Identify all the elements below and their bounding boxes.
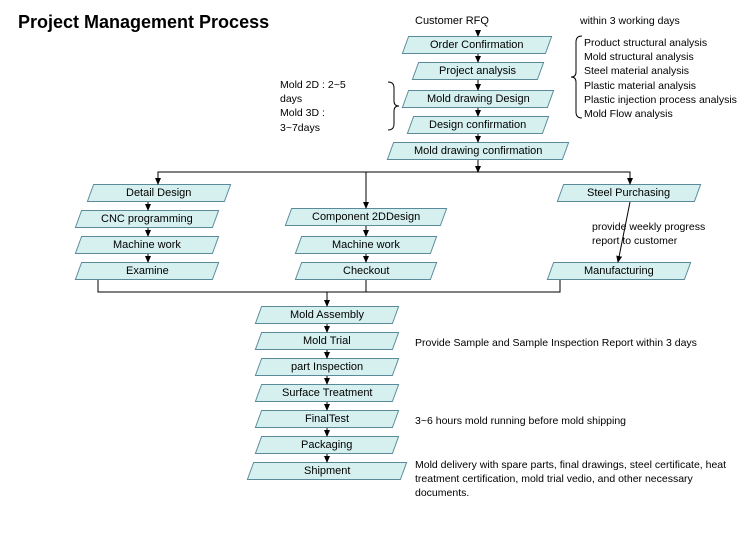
flow-node-examine: Examine [75,262,220,280]
annotation-a_panaly: Product structural analysisMold structur… [584,36,737,121]
page-title: Project Management Process [18,12,269,33]
arrow-branch_l [158,172,478,184]
flow-node-ship: Shipment [247,462,408,480]
flow-label-rfq: Customer RFQ [415,14,489,29]
annotation-a_ftest: 3~6 hours mold running before mold shipp… [415,414,626,428]
flow-node-comp2d: Component 2DDesign [285,208,448,226]
flow-node-steel: Steel Purchasing [557,184,702,202]
arrow-merge_r [327,280,560,292]
annotation-a_ship: Mold delivery with spare parts, final dr… [415,458,726,501]
flow-node-massy: Mold Assembly [255,306,400,324]
flow-node-mdesign: Mold drawing Design [402,90,555,108]
flow-node-cnc: CNC programming [75,210,220,228]
arrow-merge_c [327,280,366,292]
arrow-branch_r [478,172,630,184]
flow-node-surf: Surface Treatment [255,384,400,402]
flow-node-pack: Packaging [255,436,400,454]
arrow-branch_c [366,172,478,208]
brace-brace_left [388,82,399,130]
annotation-a_sample: Provide Sample and Sample Inspection Rep… [415,336,697,350]
flow-node-mwork1: Machine work [75,236,220,254]
flow-node-mwork2: Machine work [295,236,438,254]
flow-node-mtrial: Mold Trial [255,332,400,350]
arrow-merge_l [98,280,327,306]
flow-node-checkout: Checkout [295,262,438,280]
flow-node-mdconfirm: Mold drawing confirmation [387,142,570,160]
flow-node-panalysis: Project analysis [412,62,545,80]
flow-node-detail: Detail Design [87,184,232,202]
annotation-a_mold2d: Mold 2D : 2~5daysMold 3D :3~7days [280,78,346,135]
flow-node-pinsp: part Inspection [255,358,400,376]
brace-brace_right [571,36,582,118]
flow-node-dconfirm: Design confirmation [407,116,550,134]
annotation-a_weekly: provide weekly progressreport to custome… [592,220,705,248]
annotation-a_days: within 3 working days [580,14,680,28]
flow-node-manuf: Manufacturing [547,262,692,280]
flow-node-ftest: FinalTest [255,410,400,428]
flow-node-order: Order Confirmation [402,36,553,54]
